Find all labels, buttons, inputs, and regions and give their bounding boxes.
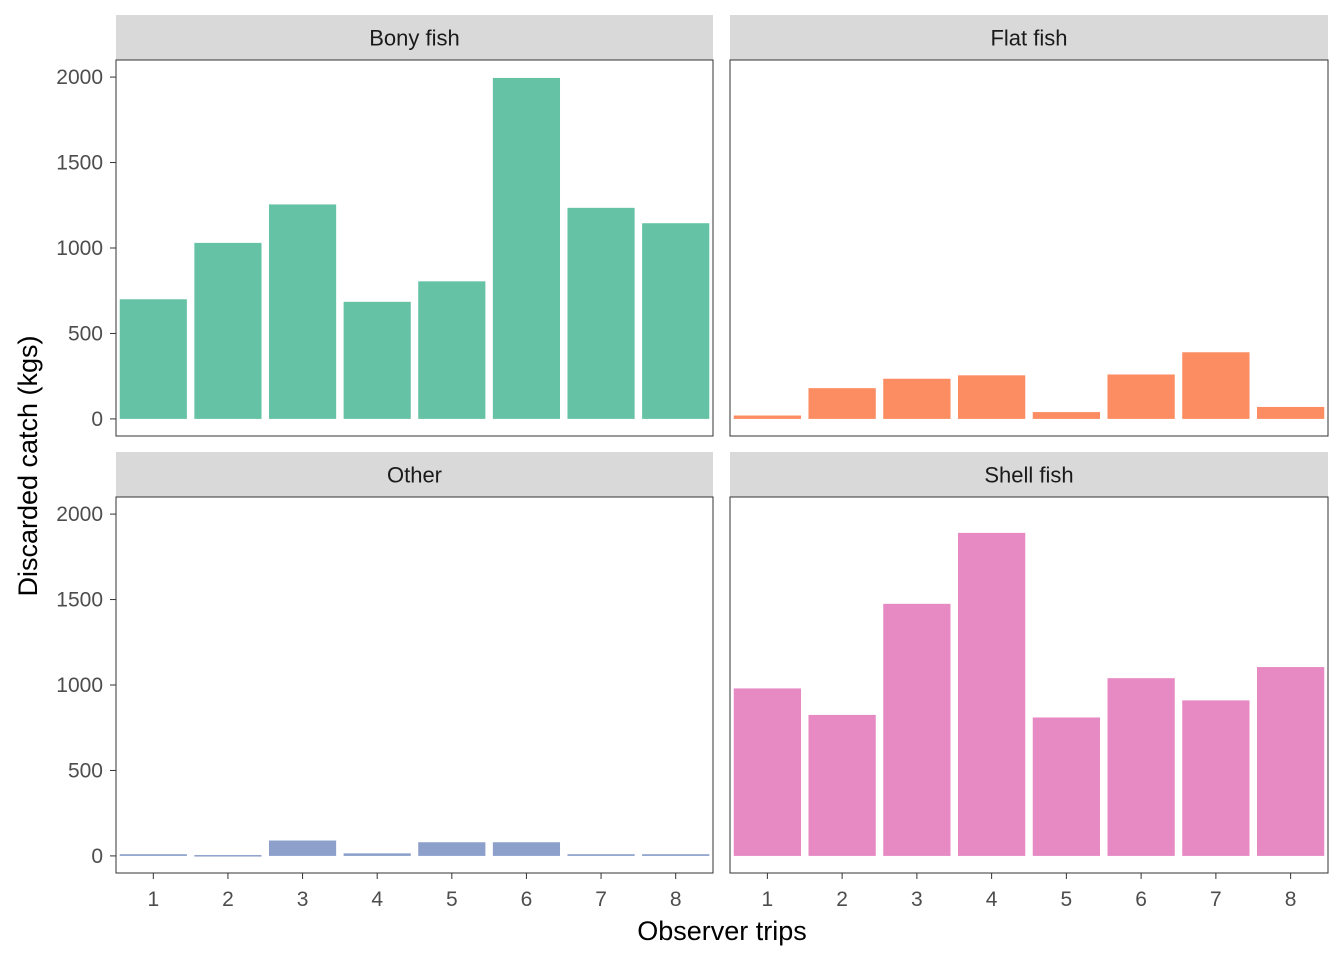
- x-tick-label: 4: [986, 888, 998, 911]
- x-tick-label: 1: [762, 888, 774, 911]
- bar-other-8: [642, 854, 710, 856]
- y-tick-label: 0: [91, 845, 103, 868]
- x-tick-label: 1: [147, 888, 159, 911]
- bar-bony-fish-6: [492, 77, 561, 419]
- x-tick-label: 6: [521, 888, 533, 911]
- facet-strip-flat-fish: [730, 15, 1328, 60]
- bar-shell-fish-5: [1032, 717, 1101, 856]
- bar-flat-fish-5: [1032, 412, 1101, 419]
- panel-border-other: [115, 496, 714, 874]
- facet-title-other: Other: [387, 463, 442, 488]
- x-tick-label: 3: [297, 888, 309, 911]
- bar-flat-fish-7: [1182, 352, 1250, 419]
- bar-flat-fish-1: [733, 415, 802, 419]
- y-tick-label: 2000: [56, 503, 103, 526]
- bar-other-2: [194, 855, 262, 857]
- panel-border-flat-fish: [729, 59, 1329, 437]
- bar-bony-fish-7: [567, 207, 635, 419]
- bar-flat-fish-3: [883, 378, 951, 419]
- y-axis-title: Discarded catch (kgs): [13, 335, 43, 596]
- x-tick-label: 5: [446, 888, 458, 911]
- x-tick-label: 8: [670, 888, 682, 911]
- bar-bony-fish-4: [343, 301, 411, 419]
- bar-other-3: [268, 840, 337, 856]
- bar-shell-fish-1: [733, 688, 802, 856]
- facet-title-shell-fish: Shell fish: [984, 463, 1073, 488]
- bar-bony-fish-5: [418, 281, 486, 419]
- y-tick-label: 1000: [56, 674, 103, 697]
- facet-strip-other: [116, 452, 713, 497]
- x-axis-title: Observer trips: [637, 916, 807, 946]
- bar-shell-fish-4: [957, 532, 1026, 856]
- bar-other-7: [567, 854, 635, 856]
- bar-shell-fish-2: [808, 714, 876, 856]
- bar-shell-fish-6: [1107, 678, 1175, 856]
- bar-bony-fish-8: [642, 223, 710, 419]
- facet-strip-bony-fish: [116, 15, 713, 60]
- bar-flat-fish-4: [957, 375, 1026, 419]
- bar-shell-fish-8: [1256, 667, 1325, 856]
- y-tick-label: 1500: [56, 152, 103, 175]
- panel-border-shell-fish: [729, 496, 1329, 874]
- bar-other-6: [492, 842, 561, 856]
- x-tick-label: 8: [1285, 888, 1297, 911]
- bar-flat-fish-2: [808, 388, 876, 419]
- y-tick-label: 0: [91, 408, 103, 431]
- x-tick-label: 5: [1061, 888, 1073, 911]
- x-tick-label: 4: [371, 888, 383, 911]
- bar-bony-fish-3: [268, 204, 337, 419]
- bar-bony-fish-2: [194, 242, 262, 419]
- bar-shell-fish-7: [1182, 700, 1250, 856]
- y-tick-label: 500: [68, 322, 103, 345]
- bar-other-5: [418, 842, 486, 856]
- x-tick-label: 6: [1135, 888, 1147, 911]
- bar-other-4: [343, 853, 411, 856]
- bar-other-1: [119, 854, 187, 856]
- facet-title-bony-fish: Bony fish: [369, 26, 460, 51]
- x-tick-label: 2: [222, 888, 234, 911]
- y-tick-label: 500: [68, 759, 103, 782]
- x-tick-label: 3: [911, 888, 923, 911]
- bar-shell-fish-3: [883, 603, 951, 856]
- facet-title-flat-fish: Flat fish: [990, 26, 1067, 51]
- bar-flat-fish-8: [1256, 406, 1325, 419]
- bar-bony-fish-1: [119, 299, 187, 419]
- bar-flat-fish-6: [1107, 374, 1175, 419]
- facet-strip-shell-fish: [730, 452, 1328, 497]
- x-tick-label: 7: [1210, 888, 1222, 911]
- y-tick-label: 2000: [56, 66, 103, 89]
- y-tick-label: 1500: [56, 589, 103, 612]
- x-tick-label: 7: [595, 888, 607, 911]
- x-tick-label: 2: [836, 888, 848, 911]
- y-tick-label: 1000: [56, 237, 103, 260]
